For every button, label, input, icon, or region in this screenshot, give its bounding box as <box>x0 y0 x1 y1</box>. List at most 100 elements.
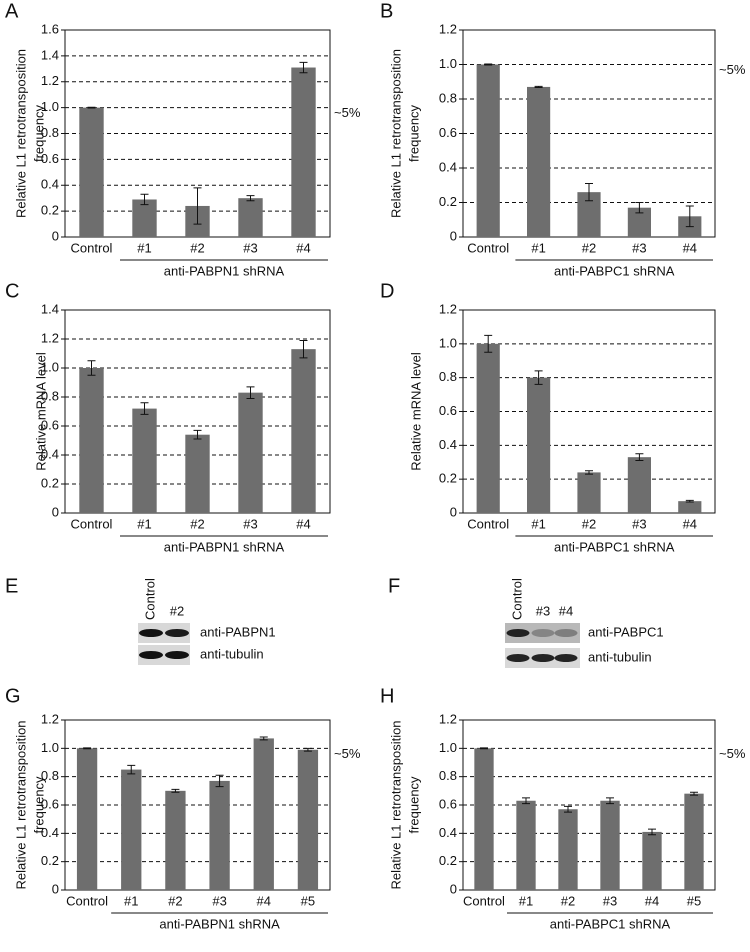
x-tick-label: #3 <box>212 893 226 908</box>
group-label: anti-PABPC1 shRNA <box>554 539 675 554</box>
y-tick-label: 1.2 <box>439 711 457 726</box>
error-bar <box>299 339 308 359</box>
blot-strip <box>138 645 190 665</box>
x-tick-label: #2 <box>168 893 182 908</box>
bar <box>253 738 274 890</box>
y-tick-label: 0.4 <box>439 437 457 452</box>
error-bar <box>299 61 308 74</box>
blot-row-label: anti-PABPN1 <box>200 624 276 639</box>
error-bar <box>685 205 694 228</box>
annotation: ~5% <box>334 105 361 120</box>
blot-band <box>554 654 578 662</box>
y-tick-label: 1.0 <box>41 740 59 755</box>
y-tick-label: 0.8 <box>439 369 457 384</box>
y-tick-label: 1.6 <box>41 21 59 36</box>
bar <box>627 207 651 237</box>
group-label: anti-PABPC1 shRNA <box>554 263 675 278</box>
bar <box>678 501 702 513</box>
x-tick-label: #1 <box>519 893 533 908</box>
x-tick-label: #2 <box>582 516 596 531</box>
blot-band <box>165 629 189 637</box>
y-tick-label: 1.0 <box>439 740 457 755</box>
y-axis-title: Relative L1 retrotransposition <box>388 720 403 889</box>
error-bar <box>635 202 644 214</box>
y-axis-title: frequency <box>31 776 46 834</box>
blot-lane-label: #4 <box>559 603 573 618</box>
bar <box>527 377 551 513</box>
bar <box>527 86 551 237</box>
y-tick-label: 0.8 <box>439 768 457 783</box>
x-tick-label: #4 <box>257 893 271 908</box>
x-tick-label: #1 <box>137 240 151 255</box>
error-bar <box>140 193 149 206</box>
x-tick-label: #1 <box>137 516 151 531</box>
group-label: anti-PABPN1 shRNA <box>164 539 285 554</box>
y-axis-title: Relative mRNA level <box>33 352 48 471</box>
error-bar <box>606 797 614 805</box>
x-tick-label: #1 <box>531 240 545 255</box>
x-tick-label: #4 <box>296 516 310 531</box>
y-tick-label: 1.0 <box>41 99 59 114</box>
error-bar <box>484 334 493 353</box>
y-tick-label: 1.2 <box>41 711 59 726</box>
bar <box>209 780 230 890</box>
error-bar <box>480 747 488 750</box>
y-tick-label: 0.4 <box>41 446 59 461</box>
y-tick-label: 0.4 <box>439 825 457 840</box>
bar <box>291 349 316 513</box>
error-bar <box>246 386 255 399</box>
plot-frame <box>64 719 331 891</box>
y-axis-title: frequency <box>31 104 46 162</box>
bar <box>132 199 157 237</box>
x-tick-label: #2 <box>582 240 596 255</box>
panel-label: E <box>5 575 18 597</box>
y-tick-label: 0 <box>450 881 457 896</box>
x-tick-label: #4 <box>645 893 659 908</box>
y-axis-title: Relative L1 retrotransposition <box>13 720 28 889</box>
blot-row-label: anti-tubulin <box>200 646 264 661</box>
y-tick-label: 0 <box>450 504 457 519</box>
panel-label: G <box>5 685 21 707</box>
y-tick-label: 1.2 <box>439 301 457 316</box>
error-bar <box>303 747 312 752</box>
bar <box>577 472 601 513</box>
x-tick-label: #3 <box>243 516 257 531</box>
error-bar <box>246 195 255 202</box>
bar <box>165 790 186 890</box>
y-tick-label: 0 <box>52 504 59 519</box>
x-tick-label: #3 <box>632 240 646 255</box>
y-tick-label: 0.2 <box>439 471 457 486</box>
y-tick-label: 0.2 <box>439 853 457 868</box>
x-tick-label: #4 <box>683 516 697 531</box>
blot-band <box>531 629 555 637</box>
blot-strip <box>138 623 190 643</box>
error-bar <box>259 736 268 741</box>
blot-band <box>165 651 189 659</box>
panel-label: F <box>388 575 400 597</box>
y-tick-label: 0.2 <box>41 475 59 490</box>
blot-lane-label: Control <box>509 578 524 620</box>
x-tick-label: #4 <box>296 240 310 255</box>
group-label: anti-PABPC1 shRNA <box>550 916 671 931</box>
panel-label: D <box>380 280 394 302</box>
blot-lane-label: #2 <box>170 603 184 618</box>
x-tick-label: #3 <box>632 516 646 531</box>
bar <box>642 831 662 890</box>
bar <box>238 392 263 513</box>
error-bar <box>140 402 149 415</box>
bar <box>185 434 210 513</box>
bar <box>132 408 157 513</box>
x-tick-label: #2 <box>561 893 575 908</box>
y-tick-label: 0.8 <box>41 388 59 403</box>
bar <box>121 769 142 890</box>
bar <box>79 107 104 237</box>
x-tick-label: #1 <box>124 893 138 908</box>
y-tick-label: 0 <box>52 228 59 243</box>
y-tick-label: 1.4 <box>41 301 59 316</box>
error-bar <box>585 470 593 475</box>
bar <box>476 343 500 513</box>
blot-row-label: anti-tubulin <box>588 649 652 664</box>
x-tick-label: #4 <box>683 240 697 255</box>
error-bar <box>127 764 136 775</box>
